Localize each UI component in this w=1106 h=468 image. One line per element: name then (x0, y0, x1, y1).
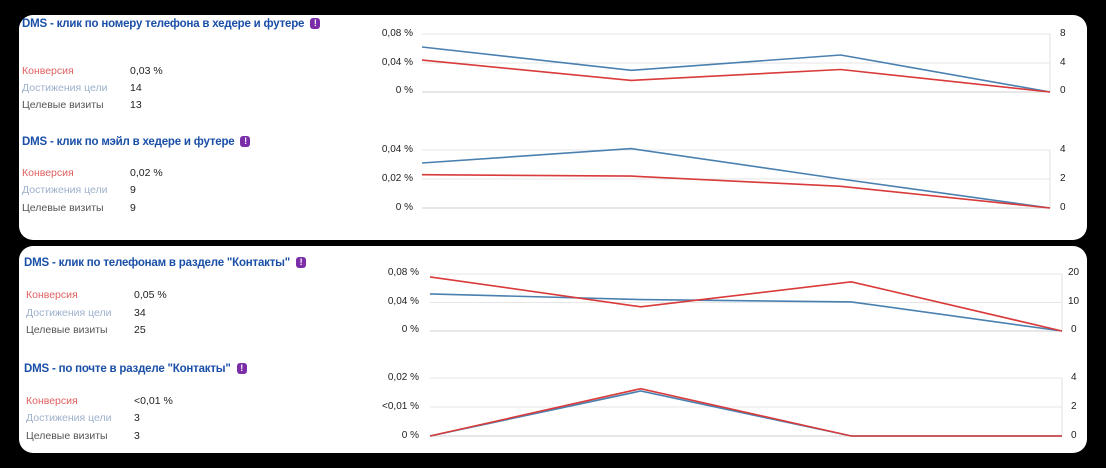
achievements-value: 9 (130, 184, 136, 196)
conversion-series-line[interactable] (429, 387, 1062, 437)
goal-block: DMS - клик по телефонам в разделе "Конта… (19, 256, 1087, 348)
goal-title-text[interactable]: DMS - клик по номеру телефона в хедере и… (22, 18, 305, 30)
conversion-row: Конверсия 0,02 % (22, 167, 163, 179)
right-tick-label: 4 (1060, 57, 1066, 68)
conversion-label: Конверсия (22, 65, 74, 77)
achievements-series-line[interactable] (421, 147, 1051, 209)
left-tick-label: 0,04 % (387, 296, 419, 307)
achievements-series-line[interactable] (429, 293, 1063, 332)
conversion-row: Конверсия 0,05 % (26, 289, 167, 301)
alert-icon[interactable]: ! (310, 18, 321, 29)
goal-title[interactable]: DMS - клик по мэйл в хедере и футере ! (22, 135, 342, 149)
left-tick-label: 0 % (401, 430, 419, 441)
goal-title[interactable]: DMS - клик по телефонам в разделе "Конта… (24, 256, 344, 270)
conversion-label: Конверсия (26, 289, 78, 301)
right-tick-label: 0 (1060, 202, 1066, 213)
right-tick-label: 20 (1068, 267, 1080, 278)
achievements-value: 14 (130, 82, 142, 94)
goal-block: DMS - клик по мэйл в хедере и футере ! К… (19, 135, 1087, 235)
conversion-series-line[interactable] (421, 173, 1051, 209)
line-chart (429, 377, 1063, 437)
achievements-label: Достижения цели (22, 82, 108, 94)
conversion-series-line[interactable] (429, 276, 1063, 332)
conversion-series-line[interactable] (421, 59, 1051, 93)
right-tick-label: 2 (1060, 173, 1066, 184)
achievements-value: 34 (134, 307, 146, 319)
left-tick-label: 0,08 % (387, 267, 419, 278)
right-tick-label: 8 (1060, 28, 1066, 39)
goal-title-text[interactable]: DMS - клик по мэйл в хедере и футере (22, 136, 235, 148)
left-tick-label: <0,01 % (382, 401, 419, 412)
visits-value: 3 (134, 430, 140, 442)
conversion-row: Конверсия <0,01 % (26, 395, 173, 407)
achievements-label: Достижения цели (26, 412, 112, 424)
visits-value: 13 (130, 99, 142, 111)
line-chart (429, 273, 1063, 332)
report-panel-top: DMS - клик по номеру телефона в хедере и… (19, 15, 1087, 240)
left-tick-label: 0 % (401, 324, 419, 335)
alert-icon[interactable]: ! (240, 136, 251, 147)
achievements-series-line[interactable] (421, 46, 1051, 93)
conversion-value: 0,05 % (134, 289, 167, 301)
achievements-row: Достижения цели 9 (22, 184, 136, 196)
conversion-row: Конверсия 0,03 % (22, 65, 163, 77)
conversion-label: Конверсия (26, 395, 78, 407)
left-tick-label: 0,04 % (381, 144, 413, 155)
achievements-row: Достижения цели 14 (22, 82, 142, 94)
achievements-series-line[interactable] (429, 390, 1062, 437)
goal-title-text[interactable]: DMS - по почте в разделе "Контакты" (24, 363, 231, 375)
visits-row: Целевые визиты 25 (26, 324, 146, 336)
visits-label: Целевые визиты (22, 99, 104, 111)
left-tick-label: 0,08 % (381, 28, 413, 39)
conversion-value: 0,03 % (130, 65, 163, 77)
alert-icon[interactable]: ! (236, 363, 247, 374)
report-panel-bottom: DMS - клик по телефонам в разделе "Конта… (19, 246, 1087, 453)
conversion-value: 0,02 % (130, 167, 163, 179)
visits-label: Целевые визиты (22, 202, 104, 214)
goal-title[interactable]: DMS - клик по номеру телефона в хедере и… (22, 17, 322, 31)
line-chart (421, 33, 1051, 93)
right-tick-label: 0 (1071, 430, 1077, 441)
visits-row: Целевые визиты 13 (22, 99, 142, 111)
conversion-value: <0,01 % (134, 395, 173, 407)
right-tick-label: 0 (1071, 324, 1077, 335)
right-tick-label: 0 (1060, 85, 1066, 96)
left-tick-label: 0,02 % (381, 173, 413, 184)
goal-block: DMS - клик по номеру телефона в хедере и… (19, 17, 1087, 122)
achievements-label: Достижения цели (26, 307, 112, 319)
achievements-row: Достижения цели 3 (26, 412, 140, 424)
visits-value: 9 (130, 202, 136, 214)
visits-value: 25 (134, 324, 146, 336)
visits-label: Целевые визиты (26, 324, 108, 336)
achievements-value: 3 (134, 412, 140, 424)
goal-block: DMS - по почте в разделе "Контакты" ! Ко… (19, 362, 1087, 452)
conversion-label: Конверсия (22, 167, 74, 179)
left-tick-label: 0 % (395, 85, 413, 96)
visits-label: Целевые визиты (26, 430, 108, 442)
achievements-row: Достижения цели 34 (26, 307, 146, 319)
left-tick-label: 0 % (395, 202, 413, 213)
line-chart (421, 147, 1051, 209)
visits-row: Целевые визиты 3 (26, 430, 140, 442)
right-tick-label: 2 (1071, 401, 1077, 412)
goal-title-text[interactable]: DMS - клик по телефонам в разделе "Конта… (24, 257, 291, 269)
right-tick-label: 10 (1068, 296, 1080, 307)
right-tick-label: 4 (1071, 372, 1077, 383)
alert-icon[interactable]: ! (296, 257, 307, 268)
achievements-label: Достижения цели (22, 184, 108, 196)
left-tick-label: 0,02 % (387, 372, 419, 383)
goal-title[interactable]: DMS - по почте в разделе "Контакты" ! (24, 362, 344, 376)
visits-row: Целевые визиты 9 (22, 202, 136, 214)
left-tick-label: 0,04 % (381, 57, 413, 68)
right-tick-label: 4 (1060, 144, 1066, 155)
